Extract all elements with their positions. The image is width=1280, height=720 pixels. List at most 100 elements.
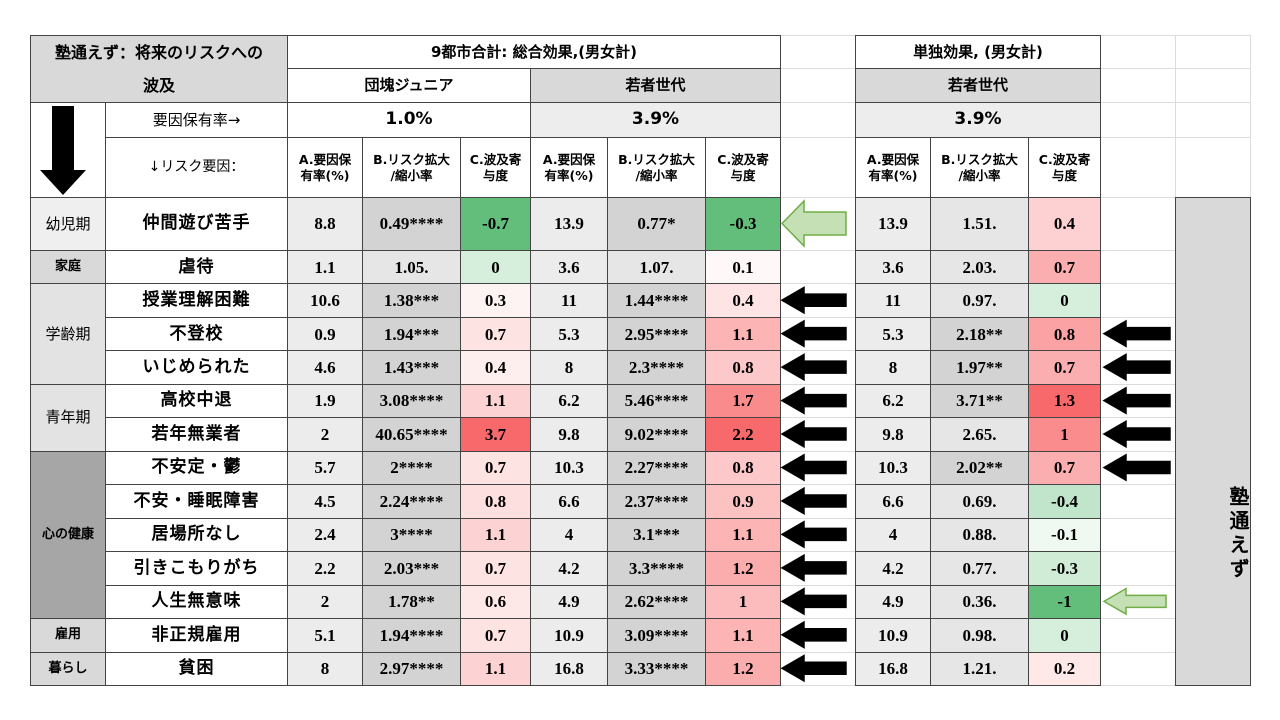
factor: 人生無意味 bbox=[105, 584, 288, 620]
contribution-value: 0.7 bbox=[1028, 450, 1101, 486]
ratio-value-text: 1.51. bbox=[962, 214, 997, 234]
factor-text: 人生無意味 bbox=[151, 591, 242, 612]
rate-value: 5.7 bbox=[287, 450, 363, 486]
factor-text: 仲間遊び苦手 bbox=[142, 213, 251, 234]
rate-value-text: 9.8 bbox=[558, 424, 580, 444]
factor: 非正規雇用 bbox=[105, 618, 288, 653]
ratio-value-text: 2.24**** bbox=[379, 491, 444, 511]
contribution-value: 1.2 bbox=[705, 551, 781, 586]
contribution-value-text: 0.7 bbox=[484, 324, 507, 344]
contribution-value-text: 1.1 bbox=[484, 525, 507, 545]
ratio-value-text: 0.88. bbox=[962, 525, 997, 545]
ratio-value-text: 3.08**** bbox=[379, 391, 444, 411]
title-cell: 塾通えず：将来のリスクへの 波及 bbox=[30, 35, 288, 103]
ratio-value-text: 1.97** bbox=[956, 357, 1003, 377]
factor-text: 虐待 bbox=[178, 256, 215, 277]
rate-value-text: 2 bbox=[320, 424, 330, 444]
rate-value-text: 10.6 bbox=[310, 291, 340, 311]
contribution-value-text: -0.1 bbox=[1051, 525, 1078, 545]
ratio-value: 1.38*** bbox=[362, 283, 461, 318]
factor: 仲間遊び苦手 bbox=[105, 197, 288, 251]
contribution-value-text: -0.4 bbox=[1051, 491, 1078, 511]
arrow bbox=[1102, 386, 1171, 415]
ratio-value-text: 1.38*** bbox=[383, 291, 440, 311]
contribution-value-text: 0.9 bbox=[732, 491, 754, 511]
ratio-value: 2.24**** bbox=[362, 484, 461, 519]
factor-text: 高校中退 bbox=[160, 390, 233, 411]
factor: 若年無業者 bbox=[105, 417, 288, 452]
ratio-value-text: 9.02**** bbox=[624, 424, 689, 444]
right-label: 塾通えず bbox=[1175, 197, 1251, 686]
column-header-text: A.要因保 bbox=[866, 151, 920, 167]
arrow bbox=[780, 520, 847, 549]
arrow bbox=[780, 654, 847, 683]
ratio-value: 0.69. bbox=[930, 484, 1029, 519]
contribution-value-text: -1 bbox=[1057, 592, 1072, 612]
contribution-value: 1.2 bbox=[705, 651, 781, 686]
arrow bbox=[780, 386, 847, 415]
rate-value: 4.5 bbox=[287, 484, 363, 519]
ratio-value: 3.08**** bbox=[362, 383, 461, 419]
column-header-text: C.波及寄 bbox=[1038, 151, 1091, 167]
ratio-value-text: 1.05. bbox=[394, 257, 429, 277]
factor: 貧困 bbox=[105, 651, 288, 686]
rate-value-text: 5.1 bbox=[314, 625, 336, 645]
column-header-text: A.要因保 bbox=[298, 151, 352, 167]
ratio-value: 3.1*** bbox=[607, 517, 706, 553]
rate-text: 3.9% bbox=[954, 109, 1002, 130]
factor-text: 貧困 bbox=[178, 658, 215, 679]
ratio-value: 3.33**** bbox=[607, 651, 706, 686]
rate-value-text: 6.6 bbox=[882, 491, 904, 511]
factor-text: 引きこもりがち bbox=[133, 557, 260, 578]
rate-value-text: 4.2 bbox=[882, 558, 904, 578]
ratio-value: 0.49**** bbox=[362, 197, 461, 251]
rate-value-text: 3.6 bbox=[558, 257, 580, 277]
ratio-value-text: 1.94*** bbox=[383, 324, 440, 344]
column-header: C.波及寄 与度 bbox=[705, 137, 781, 198]
rate-value-text: 5.7 bbox=[314, 458, 336, 478]
rate-value-text: 10.3 bbox=[554, 458, 584, 478]
ratio-value-text: 2.03. bbox=[962, 257, 997, 277]
rate-value-text: 1.9 bbox=[314, 391, 336, 411]
contribution-value-text: 0.4 bbox=[1053, 214, 1076, 234]
ratio-value-text: 2**** bbox=[390, 458, 433, 478]
stage: 雇用 bbox=[30, 618, 106, 653]
contribution-value: 0.3 bbox=[460, 283, 531, 318]
contribution-value: 1.7 bbox=[705, 383, 781, 419]
ratio-value-text: 3**** bbox=[390, 525, 433, 545]
arrow bbox=[1102, 420, 1171, 449]
ratio-value: 2.3**** bbox=[607, 350, 706, 385]
rate-value-text: 1.1 bbox=[314, 257, 336, 277]
ratio-value-text: 1.43*** bbox=[383, 357, 440, 377]
rate-value-text: 10.3 bbox=[878, 458, 908, 478]
column-header: B.リスク拡大/縮小率 bbox=[362, 137, 461, 198]
ratio-value-text: 0.98. bbox=[962, 625, 997, 645]
ratio-value: 1.44**** bbox=[607, 283, 706, 318]
ratio-value: 2.97**** bbox=[362, 651, 461, 686]
rate-value-text: 13.9 bbox=[554, 214, 584, 234]
ratio-value-text: 2.3**** bbox=[628, 357, 685, 377]
contribution-value-text: 0.7 bbox=[484, 625, 507, 645]
column-header-text: B.リスク拡大 bbox=[373, 151, 450, 167]
contribution-value-text: 0.4 bbox=[484, 357, 507, 377]
rate-label-text: 要因保有率→ bbox=[152, 110, 241, 129]
rate-value-text: 11 bbox=[884, 291, 902, 311]
contribution-value: 0.2 bbox=[1028, 651, 1101, 686]
contribution-value-text: 1.1 bbox=[732, 625, 754, 645]
group-header-text: 若者世代 bbox=[625, 76, 686, 95]
ratio-value: 0.77. bbox=[930, 551, 1029, 586]
ratio-value-text: 2.03*** bbox=[383, 558, 440, 578]
down-arrow-head bbox=[40, 170, 86, 195]
contribution-value-text: 1.1 bbox=[732, 525, 754, 545]
contribution-value: 1.1 bbox=[460, 651, 531, 686]
ratio-value: 1.21. bbox=[930, 651, 1029, 686]
ratio-value-text: 3.71** bbox=[956, 391, 1003, 411]
factor-text: 居場所なし bbox=[151, 524, 242, 545]
factor-text: 若年無業者 bbox=[151, 423, 242, 444]
contribution-value-text: 0.8 bbox=[732, 357, 754, 377]
stage: 暮らし bbox=[30, 651, 106, 686]
factor: 虐待 bbox=[105, 250, 288, 285]
contribution-value: -0.4 bbox=[1028, 484, 1101, 519]
